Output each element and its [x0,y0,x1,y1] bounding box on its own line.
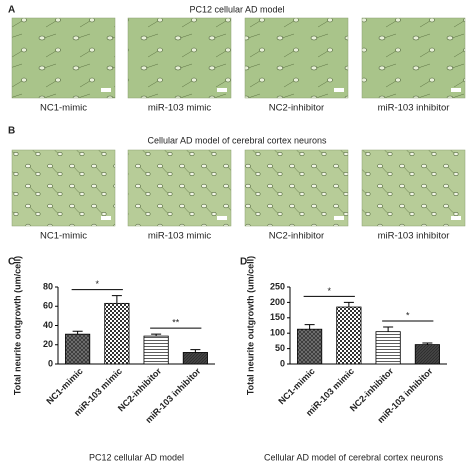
y-tick-label: 20 [43,339,53,349]
error-bar [151,333,162,337]
caption: miR-103 mimic [148,103,212,114]
scale-bar [451,88,461,92]
y-tick-label: 100 [270,328,285,338]
x-axis-label: PC12 cellular AD model [89,452,184,462]
error-bar [304,324,315,330]
error-bar [422,342,433,345]
scale-bar [334,88,344,92]
bar [104,302,130,365]
micrograph [361,17,466,99]
micrograph [244,149,349,227]
y-tick-label: 0 [48,358,53,368]
significance-label: * [327,286,331,296]
micrograph [127,149,232,227]
error-bar [72,330,83,335]
panel-title: Cellular AD model of cerebral cortex neu… [147,135,327,145]
y-tick-label: 150 [270,312,285,322]
panel-label: B [8,126,15,137]
y-tick-label: 200 [270,297,285,307]
y-tick-label: 60 [43,301,53,311]
y-axis-label: Total neurite outgrowth (um/cell) [12,256,22,395]
y-tick-label: 250 [270,281,285,291]
caption: NC1-mimic [40,231,87,242]
panel-label: C [8,257,15,268]
panel-label: A [8,5,15,16]
scale-bar [101,216,111,220]
caption: NC1-mimic [40,103,87,114]
error-bar [383,326,394,332]
micrograph [11,149,116,227]
scale-bar [217,88,227,92]
bar [182,352,208,365]
significance-label: * [406,310,410,320]
error-bar [343,301,354,308]
micrograph [244,17,349,99]
bar [143,335,169,365]
caption: NC2-inhibitor [269,231,324,242]
bar [336,306,362,365]
y-axis-label: Total neurite outgrowth (um/cell) [245,256,255,395]
x-axis-label: Cellular AD model of cerebral cortex neu… [264,452,444,462]
bar [297,328,323,365]
x-tick-label: NC1-mimic [44,366,84,406]
panel-title: PC12 cellular AD model [189,4,284,14]
error-bar [111,295,122,304]
x-tick-label: NC1-mimic [276,366,316,406]
y-tick-label: 80 [43,281,53,291]
caption: miR-103 mimic [148,231,212,242]
significance-label: * [95,279,99,289]
scale-bar [101,88,111,92]
y-tick-label: 0 [280,358,285,368]
error-bar [190,349,201,353]
scale-bar [217,216,227,220]
caption: miR-103 inhibitor [378,231,450,242]
caption: NC2-inhibitor [269,103,324,114]
micrograph [11,17,116,99]
caption: miR-103 inhibitor [378,103,450,114]
y-tick-label: 50 [275,343,285,353]
scale-bar [451,216,461,220]
micrograph [361,149,466,227]
scale-bar [334,216,344,220]
bar [65,333,91,365]
y-tick-label: 40 [43,320,53,330]
micrograph [127,17,232,99]
bar [375,331,401,365]
panel-label: D [240,257,247,268]
bar [414,344,440,365]
significance-label: ** [172,318,180,328]
